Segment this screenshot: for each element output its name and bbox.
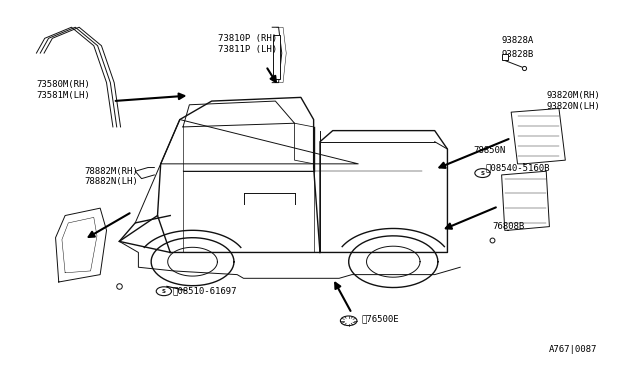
Text: S: S (162, 289, 166, 294)
Text: 78882M(RH)
78882N(LH): 78882M(RH) 78882N(LH) (84, 167, 138, 186)
Text: Ⓝ08510-61697: Ⓝ08510-61697 (172, 287, 237, 296)
Text: 93828B: 93828B (502, 51, 534, 60)
Text: Ⓝ76500E: Ⓝ76500E (362, 314, 399, 323)
Text: A767|0087: A767|0087 (549, 345, 597, 354)
Text: 78850N: 78850N (473, 147, 505, 155)
Text: 73580M(RH)
73581M(LH): 73580M(RH) 73581M(LH) (36, 80, 90, 100)
Text: 76808B: 76808B (492, 222, 524, 231)
Text: 93820M(RH)
93820N(LH): 93820M(RH) 93820N(LH) (546, 92, 600, 111)
Text: Ⓝ08540-5160B: Ⓝ08540-5160B (486, 163, 550, 172)
Text: S: S (481, 171, 484, 176)
Text: 73810P (RH)
73811P (LH): 73810P (RH) 73811P (LH) (218, 34, 277, 54)
Text: 93828A: 93828A (502, 36, 534, 45)
FancyBboxPatch shape (273, 35, 280, 79)
